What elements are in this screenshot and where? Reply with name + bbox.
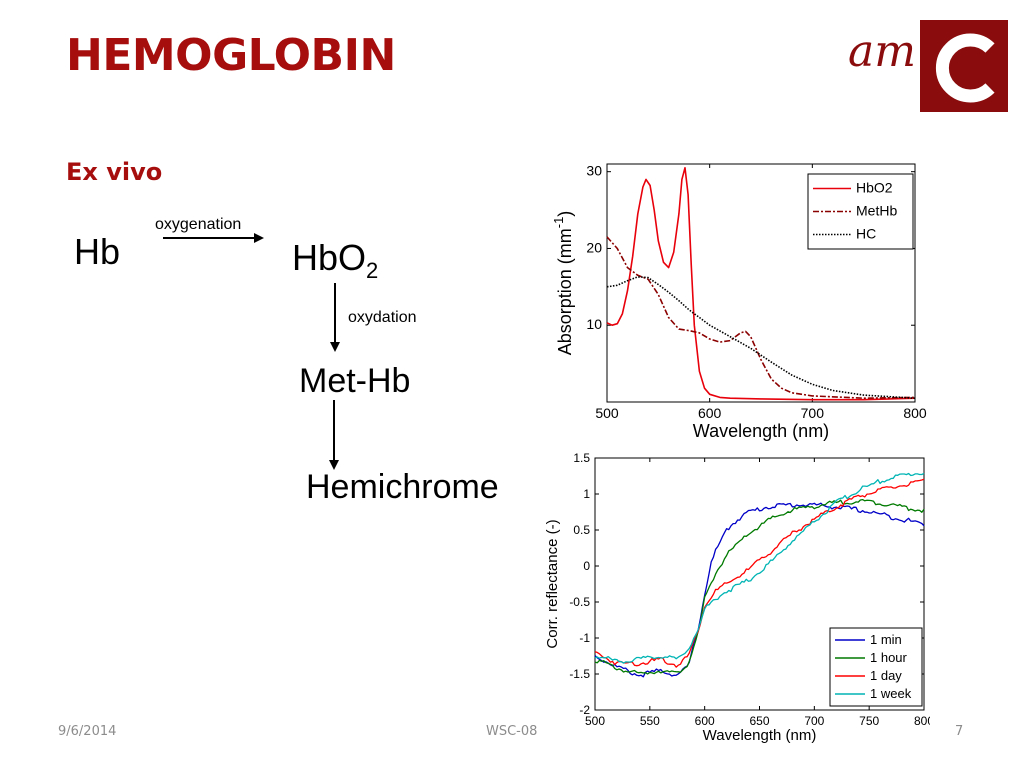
y-tick-label: 20 [586, 239, 602, 255]
y-tick-label: 0.5 [573, 523, 590, 537]
y-axis-label: Absorption (mm-1) [551, 211, 575, 356]
x-tick-label: 750 [859, 714, 879, 728]
footer-page-number: 7 [955, 724, 964, 739]
amc-logo: am [842, 18, 1010, 114]
legend-label: MetHb [856, 203, 897, 219]
series-line-1-hour [594, 498, 925, 675]
section-heading: Ex vivo [66, 158, 163, 186]
x-tick-label: 800 [914, 714, 930, 728]
reflectance-chart: 500 550 600 650 700 750 800 -2 -1.5 -1 -0.5 0 0.5 1 1.… [544, 451, 930, 744]
y-tick-label: -1.5 [569, 667, 590, 681]
y-tick-label: 1 [583, 487, 590, 501]
legend-box [829, 627, 923, 707]
slide-title: HEMOGLOBIN [66, 30, 396, 81]
x-axis-label: Wavelength (nm) [693, 421, 829, 441]
y-tick-label: -0.5 [569, 595, 590, 609]
legend-label: 1 hour [870, 650, 908, 665]
absorption-chart: 500 600 700 800 10 20 30 HbO2 MetHb HC Wavelength … [551, 163, 927, 441]
legend-label: 1 day [870, 668, 902, 683]
x-axis-label: Wavelength (nm) [703, 727, 817, 744]
logo-wordmark: am [848, 26, 916, 77]
x-tick-label: 650 [749, 714, 769, 728]
x-tick-label: 550 [640, 714, 660, 728]
oxygenation-label: oxygenation [155, 216, 241, 233]
oxydation-label: oxydation [348, 309, 417, 326]
product-methb: Met-Hb [299, 362, 410, 400]
x-tick-label: 700 [804, 714, 824, 728]
legend-label: 1 week [870, 686, 912, 701]
y-axis-label: Corr. reflectance (-) [544, 519, 561, 648]
x-tick-label: 500 [595, 405, 619, 421]
y-tick-label: -1 [579, 631, 590, 645]
reactant-hb: Hb [74, 231, 120, 272]
footer-date: 9/6/2014 [58, 724, 117, 739]
amc-logo-graphic: am [848, 20, 1008, 112]
y-tick-label: 1.5 [573, 451, 590, 465]
product-hemichrome: Hemichrome [306, 468, 499, 506]
x-tick-label: 800 [903, 405, 927, 421]
x-tick-label: 600 [695, 714, 715, 728]
legend-label: HC [856, 226, 876, 242]
x-tick-label: 600 [698, 405, 722, 421]
x-tick-label: 700 [801, 405, 825, 421]
y-tick-label: 30 [586, 163, 602, 179]
series-line-hbo2 [606, 167, 916, 401]
logo-c-mark [935, 33, 995, 103]
series-line-1-week [594, 472, 925, 664]
legend-label: HbO2 [856, 180, 893, 196]
series-line-1-day [594, 478, 925, 668]
y-tick-label: 0 [583, 559, 590, 573]
y-tick-label: 10 [586, 316, 602, 332]
product-hbo2: HbO2 [292, 237, 378, 283]
x-tick-label: 500 [585, 714, 605, 728]
legend-label: 1 min [870, 632, 902, 647]
y-tick-label: -2 [579, 703, 590, 717]
footer-event: WSC-08 [486, 724, 538, 739]
